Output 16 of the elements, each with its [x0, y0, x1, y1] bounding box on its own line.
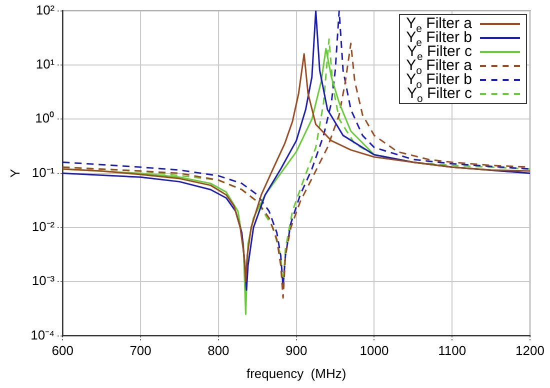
y-tick-label: 10⁰	[35, 110, 55, 126]
x-tick-label: 900	[285, 343, 308, 358]
x-axis-title: frequency (MHz)	[246, 366, 346, 381]
x-tick-label: 1100	[438, 343, 466, 358]
y-tick-label: 10²	[36, 2, 56, 18]
x-tick-label: 700	[130, 343, 152, 358]
x-tick-label: 1000	[360, 343, 389, 358]
y-tick-label: 10⁻²	[32, 219, 56, 234]
x-tick-label: 600	[52, 343, 74, 358]
x-tick-label: 1200	[516, 343, 544, 358]
y-tick-label: 10⁻¹	[32, 164, 56, 180]
y-tick-label: 10⁻⁴	[30, 327, 55, 342]
y-axis-title: Y	[7, 168, 22, 178]
x-tick-label: 800	[208, 343, 230, 358]
y-tick-label: 10¹	[36, 56, 56, 72]
y-tick-label: 10⁻³	[32, 273, 56, 288]
